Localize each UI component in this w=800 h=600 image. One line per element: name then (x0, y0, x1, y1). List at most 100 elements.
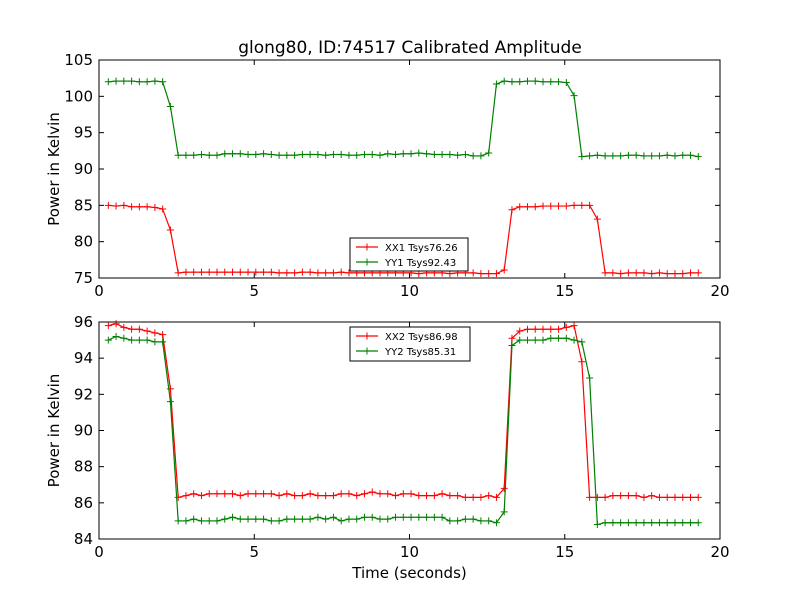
top-panel-series-1-point (578, 153, 586, 161)
bottom-panel-series-1-point (531, 336, 539, 344)
bottom-panel-series-1-point (197, 517, 205, 525)
bottom-panel-series-1-point (360, 513, 368, 521)
bottom-panel-y-tick-label: 96 (74, 313, 93, 331)
bottom-panel-series-0-point (298, 492, 306, 500)
bottom-panel-series-0-point (283, 490, 291, 498)
bottom-panel-series-0-point (539, 325, 547, 333)
top-panel-series-1-point (213, 151, 221, 159)
bottom-panel-series-1-point (190, 515, 198, 523)
top-panel: 0 5 10 15 20 75 80 85 90 95 100 105 Power in Kelvin… (45, 51, 730, 300)
top-panel-series-1-point (555, 78, 563, 86)
bottom-panel-series-1-point (182, 517, 190, 525)
bottom-panel-series-0-point (500, 484, 508, 492)
bottom-panel-series-0-point (337, 490, 345, 498)
top-panel-series-0-point (663, 270, 671, 278)
bottom-panel-series-0-point (461, 493, 469, 501)
bottom-panel-series-1-point (632, 519, 640, 527)
top-panel-series-0-point (500, 266, 508, 274)
top-panel-series-0-point (174, 269, 182, 277)
bottom-panel-series-1-point (523, 336, 531, 344)
top-panel-series-0-point (593, 215, 601, 223)
bottom-panel-series-1-point (609, 519, 617, 527)
bottom-panel-series-0-point (601, 493, 609, 501)
top-panel-series-0-point (655, 269, 663, 277)
top-panel-series-1-point (205, 151, 213, 159)
top-panel-series-1-point (570, 92, 578, 100)
bottom-panel-series-0-point (213, 490, 221, 498)
top-panel-series-1-point (477, 152, 485, 160)
bottom-panel-series-0-point (523, 325, 531, 333)
bottom-panel-series-1-point (275, 517, 283, 525)
bottom-panel-series-0-point (430, 492, 438, 500)
top-panel-series-1-point (407, 150, 415, 158)
top-panel-x-tick-label: 10 (400, 282, 419, 300)
top-panel-series-1-point (586, 152, 594, 160)
top-panel-series-1-point (640, 152, 648, 160)
top-panel-series-0-point (337, 268, 345, 276)
bottom-panel-series-0-point (516, 327, 524, 335)
bottom-panel-series-1-point (174, 517, 182, 525)
top-panel-series-1-point (516, 78, 524, 86)
bottom-panel-series-0-point (128, 325, 136, 333)
bottom-panel-series-1-point (593, 521, 601, 529)
top-panel-series-1-point (384, 150, 392, 158)
bottom-panel-series-1-point (252, 515, 260, 523)
bottom-panel-series-1-point (353, 515, 361, 523)
bottom-panel-series-0-point (229, 490, 237, 498)
bottom-panel-ticks: 0 5 10 15 20 84 86 88 90 92 94 96 (74, 313, 730, 561)
top-panel-x-tick-label: 5 (249, 282, 259, 300)
bottom-panel-series-1-point (562, 334, 570, 342)
bottom-panel-x-axis-label: Time (seconds) (351, 564, 467, 582)
top-panel-series-0-point (135, 203, 143, 211)
bottom-panel-series-1-point (120, 334, 128, 342)
top-panel-series-0-point (345, 269, 353, 277)
top-panel-series-0-point (112, 202, 120, 210)
top-panel-series-1-point (368, 150, 376, 158)
top-panel-series-0-point (205, 268, 213, 276)
top-panel-series-0-point (578, 201, 586, 209)
bottom-panel-series-1-point (159, 338, 167, 346)
top-panel-series-1-point (648, 152, 656, 160)
bottom-panel-y-tick-label: 88 (74, 458, 93, 476)
bottom-panel-series-0-point (174, 493, 182, 501)
bottom-panel-series-0-point (624, 492, 632, 500)
top-panel-marks (104, 77, 702, 278)
top-panel-series-1-point (438, 150, 446, 158)
top-panel-legend-marker-0 (363, 243, 371, 251)
bottom-panel-series-0-point (104, 322, 112, 330)
top-panel-series-1-point (663, 151, 671, 159)
bottom-panel-series-0-point (492, 493, 500, 501)
bottom-panel-legend-box (349, 326, 471, 362)
bottom-panel-series-1-point (508, 342, 516, 350)
bottom-panel-series-1-point (322, 515, 330, 523)
top-panel-series-0-point (492, 270, 500, 278)
bottom-panel-series-0-point (345, 490, 353, 498)
bottom-panel-series-1-point (221, 515, 229, 523)
top-panel-series-0-point (229, 268, 237, 276)
bottom-panel-y-tick-label: 84 (74, 530, 93, 548)
bottom-panel-series-1-point (112, 332, 120, 340)
bottom-panel-legend-label-1: YY2 Tsys85.31 (384, 347, 456, 358)
top-panel-series-1-point (166, 103, 174, 111)
top-panel-legend-marker-1 (363, 258, 371, 266)
bottom-panel-series-1-point (586, 374, 594, 382)
bottom-panel-legend: XX2 Tsys86.98 YY2 Tsys85.31 (349, 326, 471, 362)
top-panel-y-tick-label: 75 (74, 269, 93, 287)
top-panel-series-1-point (500, 77, 508, 85)
bottom-panel-series-1-point (679, 519, 687, 527)
bottom-panel-series-0-point (151, 329, 159, 337)
top-panel-series-0-point (213, 268, 221, 276)
top-panel-series-1-point (151, 77, 159, 85)
top-panel-series-1-point (252, 150, 260, 158)
top-panel-series-1-point (283, 151, 291, 159)
bottom-panel-series-1-point (617, 519, 625, 527)
top-panel-series-1-point (392, 150, 400, 158)
bottom-panel-y-axis-label: Power in Kelvin (45, 374, 63, 488)
bottom-panel-legend-marker-1 (363, 347, 371, 355)
top-panel-series-0-point (182, 268, 190, 276)
top-panel-series-0-point (586, 201, 594, 209)
top-panel-x-tick-label: 20 (710, 282, 729, 300)
top-panel-series-0-point (190, 268, 198, 276)
bottom-panel-series-1-point (392, 513, 400, 521)
bottom-panel-series-0-point (632, 492, 640, 500)
